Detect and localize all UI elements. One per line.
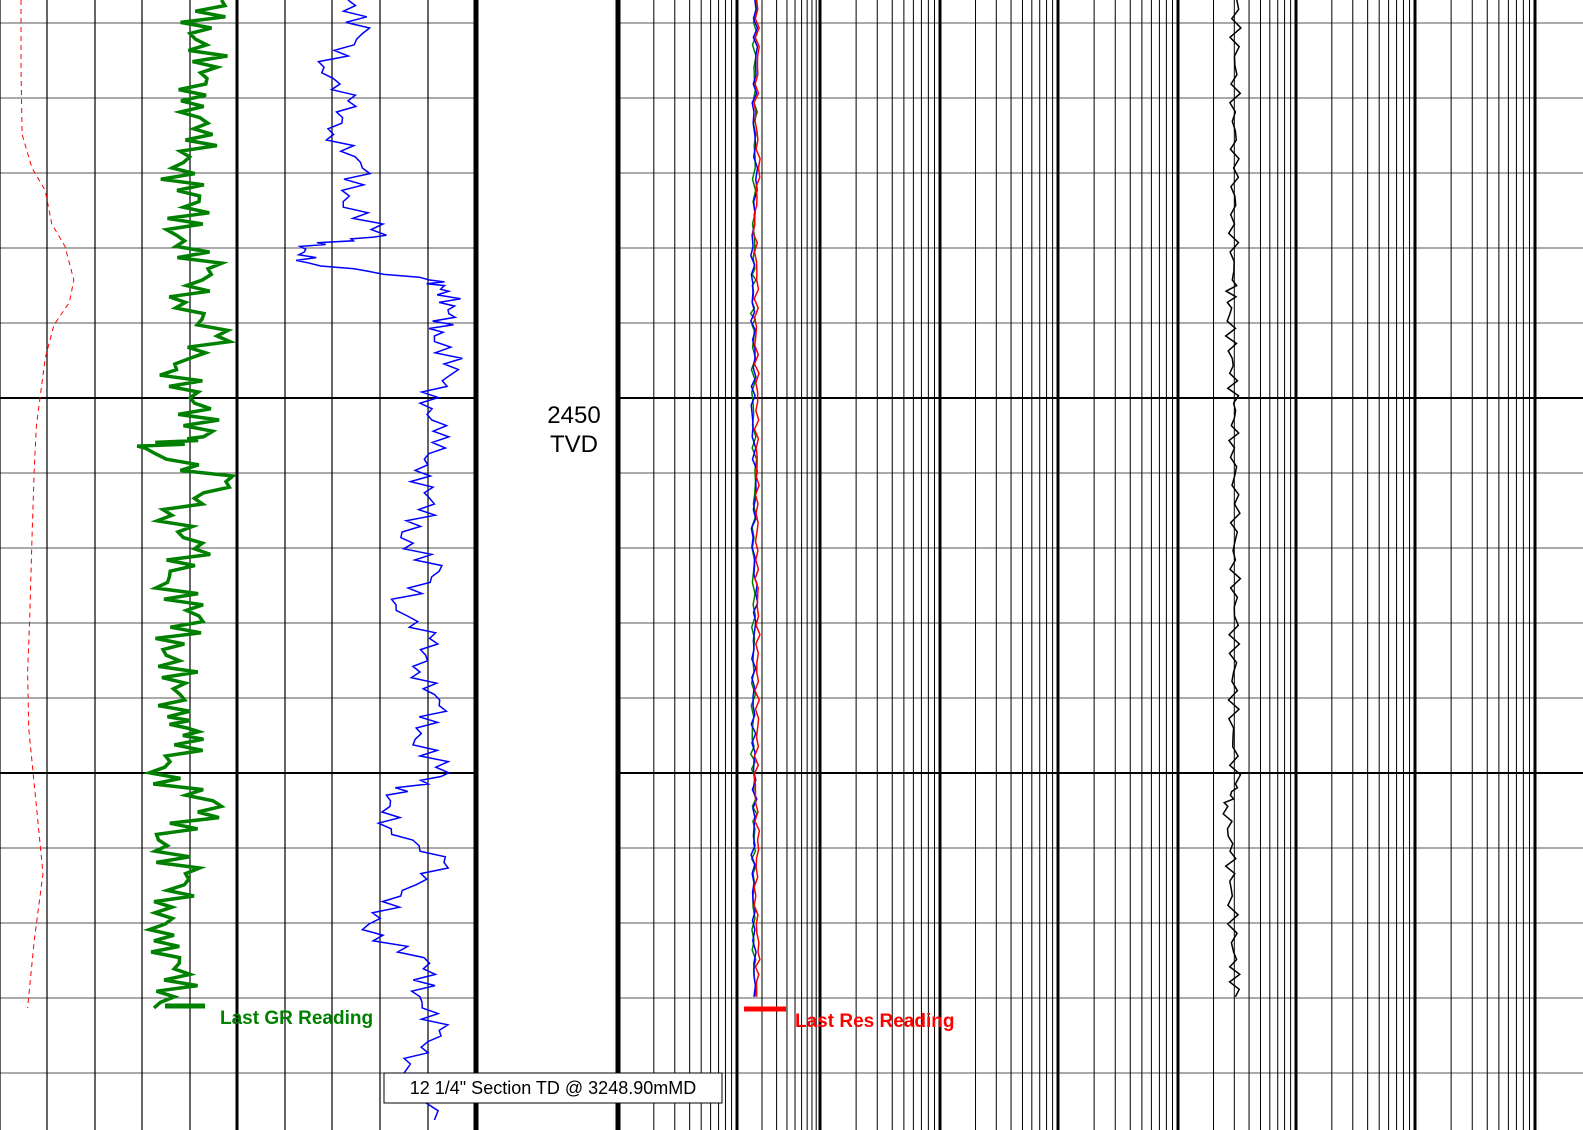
- resistivity-medium-curve: [750, 0, 759, 997]
- depth-unit-label: TVD: [550, 431, 598, 458]
- resistivity-shallow-curve: [749, 0, 759, 997]
- last-gr-label: Last GR Reading: [220, 1008, 373, 1029]
- caliper-curve: [20, 0, 75, 1009]
- curves: [20, 0, 1242, 1121]
- section-td-label: 12 1/4" Section TD @ 3248.90mMD: [410, 1078, 696, 1098]
- section-td-box: [383, 1072, 723, 1104]
- depth-value-label: 2450: [547, 402, 600, 429]
- bulk-density-curve: [295, 0, 463, 1121]
- last-res-label: Last Res Reading: [795, 1011, 954, 1032]
- gamma-ray-curve: [136, 0, 237, 1010]
- resistivity-deep-curve: [752, 0, 761, 997]
- resistivity-far-curve: [1222, 0, 1242, 998]
